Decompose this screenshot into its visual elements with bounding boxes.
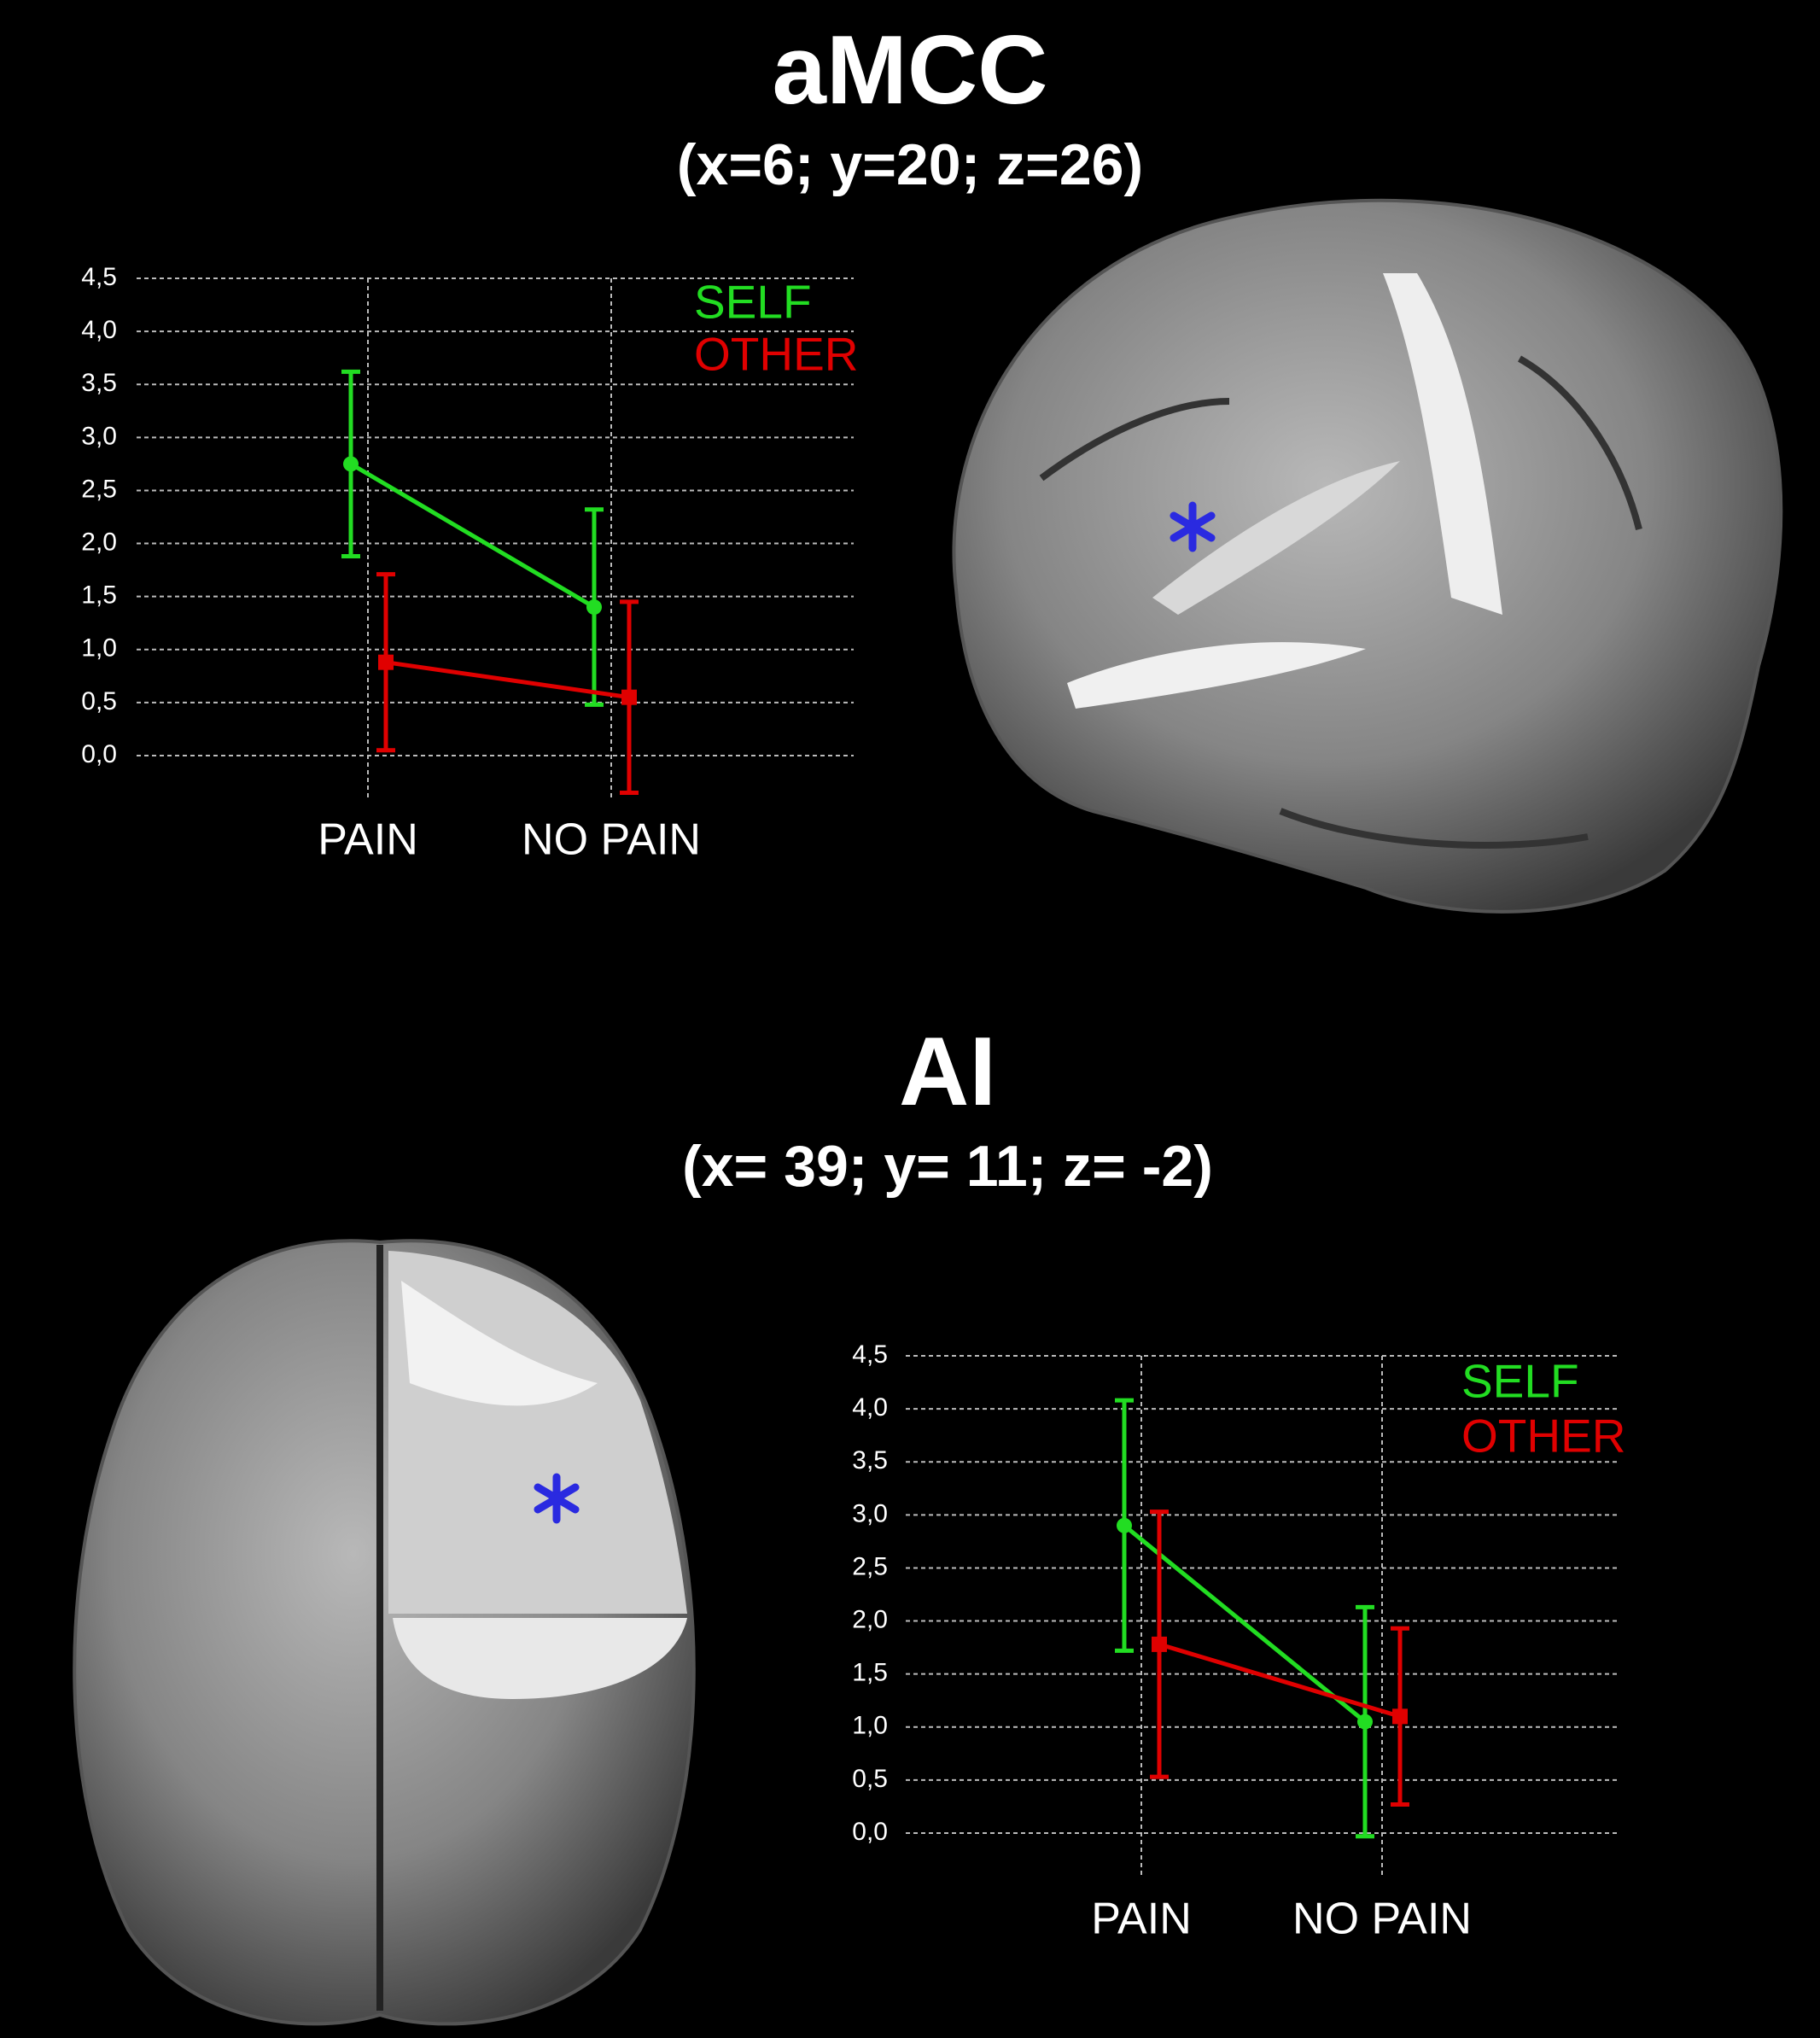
brain-image-axial bbox=[73, 1239, 696, 2026]
series-line bbox=[349, 462, 596, 610]
legend-label: SELF bbox=[694, 276, 812, 329]
x-tick-label: NO PAIN bbox=[1292, 1895, 1472, 1944]
y-tick-label: 3,0 bbox=[852, 1499, 888, 1527]
y-tick-label: 1,5 bbox=[81, 581, 117, 610]
y-tick-label: 4,0 bbox=[81, 316, 117, 344]
data-point bbox=[378, 654, 394, 670]
y-tick-label: 4,5 bbox=[81, 263, 117, 291]
legend-label: OTHER bbox=[1461, 1410, 1626, 1463]
y-tick-label: 0,0 bbox=[81, 740, 117, 768]
data-point bbox=[1392, 1708, 1408, 1725]
y-tick-label: 4,0 bbox=[852, 1393, 888, 1422]
chart-title: AI bbox=[899, 1018, 996, 1126]
y-tick-label: 0,5 bbox=[852, 1765, 888, 1793]
legend-label: SELF bbox=[1461, 1355, 1579, 1408]
y-tick-label: 2,0 bbox=[852, 1605, 888, 1633]
y-tick-label: 0,0 bbox=[852, 1818, 888, 1846]
data-point bbox=[621, 689, 637, 705]
data-point bbox=[1357, 1714, 1373, 1730]
data-point bbox=[586, 599, 602, 616]
series-line bbox=[1123, 1523, 1367, 1724]
y-tick-label: 2,5 bbox=[81, 475, 117, 503]
y-tick-label: 1,0 bbox=[81, 634, 117, 663]
data-point bbox=[1152, 1636, 1167, 1652]
y-tick-label: 1,5 bbox=[852, 1659, 888, 1687]
y-tick-label: 2,5 bbox=[852, 1552, 888, 1580]
chart: AI (x= 39; y= 11; z= -2) 0,0 0,5 1,0 1,5 2,0 2,… bbox=[682, 1018, 1625, 1944]
data-point bbox=[343, 456, 359, 472]
chart-subtitle: (x=6; y=20; z=26) bbox=[677, 132, 1143, 197]
y-tick-label: 1,0 bbox=[852, 1712, 888, 1740]
y-tick-label: 3,0 bbox=[81, 422, 117, 450]
chart: aMCC (x=6; y=20; z=26) 0,0 0,5 1,0 1,5 2,0 2,5 3… bbox=[81, 16, 1143, 865]
x-tick-label: NO PAIN bbox=[522, 815, 701, 865]
chart-subtitle: (x= 39; y= 11; z= -2) bbox=[682, 1134, 1213, 1199]
x-tick-label: PAIN bbox=[318, 815, 418, 865]
y-tick-label: 3,5 bbox=[81, 369, 117, 397]
data-point bbox=[1117, 1517, 1132, 1533]
chart-title: aMCC bbox=[772, 16, 1047, 125]
legend-label: OTHER bbox=[694, 328, 859, 381]
brain-image-lateral bbox=[952, 198, 1783, 914]
y-tick-label: 3,5 bbox=[852, 1446, 888, 1474]
y-tick-label: 2,0 bbox=[81, 528, 117, 556]
x-tick-label: PAIN bbox=[1091, 1895, 1192, 1944]
y-tick-label: 4,5 bbox=[852, 1340, 888, 1369]
series-line bbox=[1158, 1642, 1401, 1719]
series-line bbox=[385, 660, 630, 700]
y-tick-label: 0,5 bbox=[81, 687, 117, 715]
